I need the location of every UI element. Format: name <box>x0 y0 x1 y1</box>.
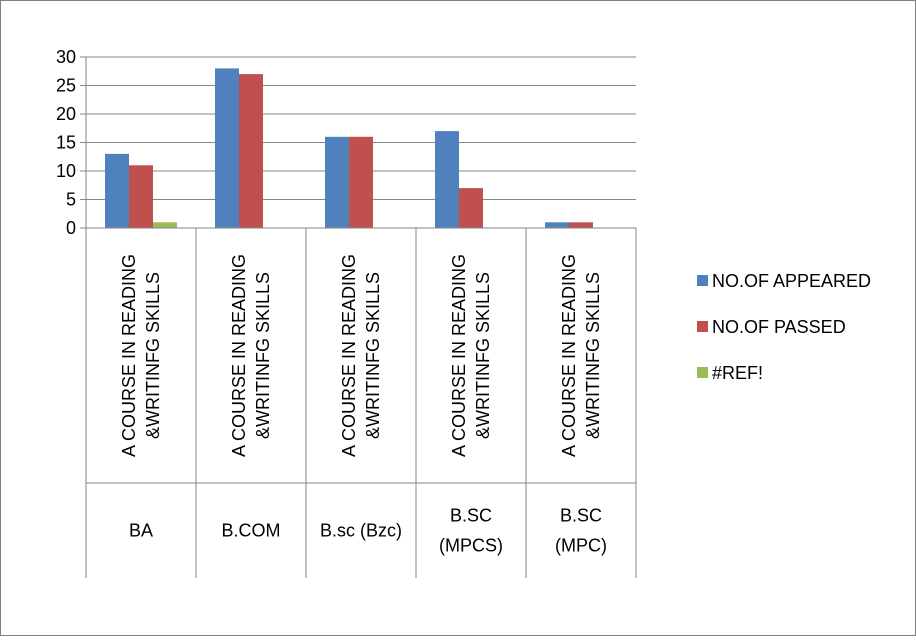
bar-no-of-appeared-0 <box>105 153 129 228</box>
axes <box>80 56 637 578</box>
y-tick-label: 30 <box>56 47 76 67</box>
legend-swatch <box>697 367 708 378</box>
legend-label: #REF! <box>712 363 763 383</box>
x-group-label: B.sc (Bzc) <box>320 521 402 541</box>
gridlines <box>86 56 636 200</box>
legend-swatch <box>697 275 708 286</box>
y-tick-label: 10 <box>56 161 76 181</box>
x-group-label: B.COM <box>221 521 280 541</box>
x-group-label: BA <box>129 521 153 541</box>
x-group-label: B.SC (MPC) <box>555 506 607 556</box>
axis-labels: 0 5 10 15 20 25 30 A COURSE IN READING &WRITINFG… <box>56 47 607 556</box>
y-tick-label: 25 <box>56 76 76 96</box>
y-tick-label: 5 <box>66 190 76 210</box>
y-tick-label: 15 <box>56 133 76 153</box>
bar-no-of-passed-1 <box>239 74 263 228</box>
x-subcategory-label: A COURSE IN READING &WRITINFG SKILLS <box>449 254 493 457</box>
y-tick-label: 0 <box>66 218 76 238</box>
bar-no-of-passed-4 <box>569 222 593 228</box>
x-subcategory-label: A COURSE IN READING &WRITINFG SKILLS <box>229 254 273 457</box>
bar-no-of-passed-0 <box>129 165 153 228</box>
x-subcategory-label: A COURSE IN READING &WRITINFG SKILLS <box>559 254 603 457</box>
legend-label: NO.OF PASSED <box>712 317 846 337</box>
y-tick-label: 20 <box>56 104 76 124</box>
bar-no-of-passed-2 <box>349 136 373 228</box>
legend-label: NO.OF APPEARED <box>712 271 871 291</box>
bar-no-of-appeared-4 <box>545 222 569 228</box>
bar-no-of-passed-3 <box>459 188 483 228</box>
x-subcategory-label: A COURSE IN READING &WRITINFG SKILLS <box>119 254 163 457</box>
bar-no-of-appeared-3 <box>435 131 459 228</box>
legend-swatch <box>697 321 708 332</box>
bar-ref-0 <box>153 222 177 228</box>
bar-no-of-appeared-2 <box>325 136 349 228</box>
legend: NO.OF APPEARED NO.OF PASSED #REF! <box>697 271 871 383</box>
bars <box>105 68 593 229</box>
bar-no-of-appeared-1 <box>215 68 239 229</box>
x-group-label: B.SC (MPCS) <box>439 506 503 556</box>
x-subcategory-label: A COURSE IN READING &WRITINFG SKILLS <box>339 254 383 457</box>
